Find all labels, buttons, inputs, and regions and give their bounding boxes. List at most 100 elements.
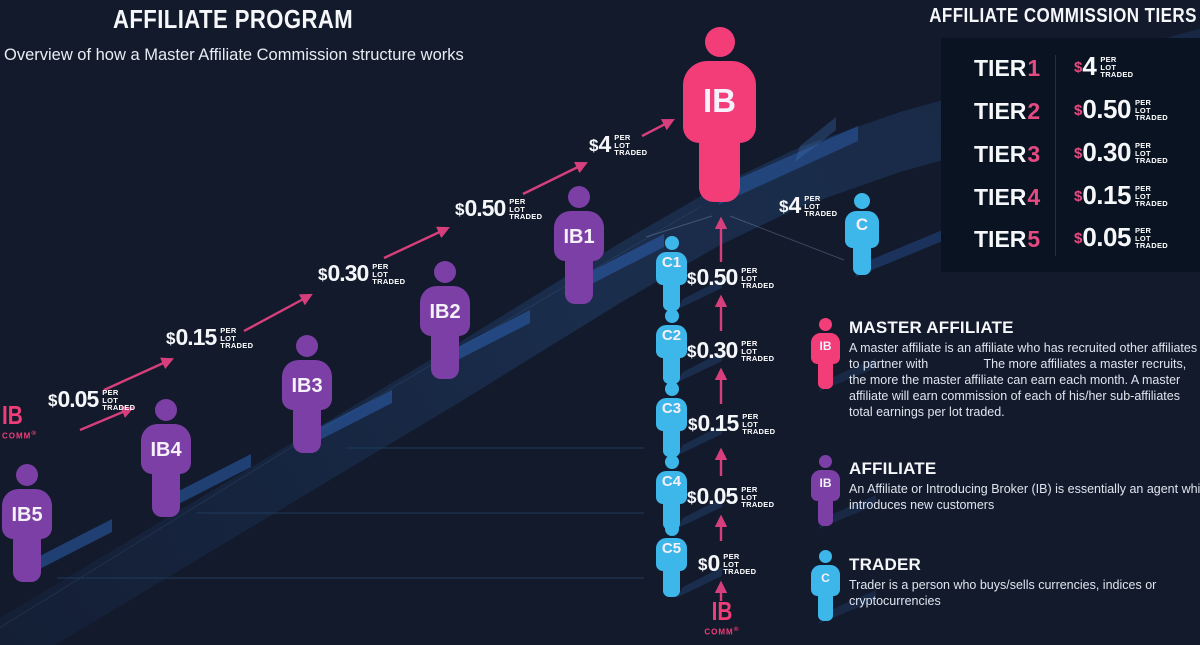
amount: 4: [1082, 51, 1097, 81]
tier-row-1: TIER1 $4 PER LOT TRADED: [941, 52, 1200, 88]
commission-flow-arrows: [79, 118, 728, 601]
per-lot-traded-label: PER LOT TRADED: [220, 326, 254, 351]
person-head-icon: [664, 455, 679, 469]
ib-comm-source-left: IB COMM®: [2, 402, 38, 441]
figure-label: IB3: [291, 375, 323, 397]
person-legs-icon: [662, 284, 681, 311]
tier-name: TIER1: [974, 55, 1041, 81]
legend-master-affiliate-text: A master affiliate is an affiliate who h…: [849, 341, 1198, 419]
person-head-icon: [704, 27, 735, 57]
figure-label: IB2: [429, 301, 461, 323]
person-head-icon: [568, 186, 590, 208]
legend-affiliate-text: An Affiliate or Introducing Broker (IB) …: [849, 482, 1200, 512]
amount: 0.15: [697, 410, 739, 436]
amount: 0: [707, 550, 720, 576]
person-head-icon: [296, 335, 318, 357]
figure-c4: C4: [656, 455, 687, 530]
per-lot-traded-label: PER LOT TRADED: [102, 388, 136, 413]
figure-ib5: IB5: [2, 464, 52, 582]
figure-trader-c: C: [845, 193, 879, 275]
per-lot-traded-label: PER LOT TRADED: [741, 339, 775, 364]
currency-sign: $: [779, 197, 789, 216]
per-lot-traded-label: PER LOT TRADED: [741, 266, 775, 291]
figure-master-ib: IB: [683, 27, 756, 202]
person-legs-icon: [699, 142, 740, 202]
tier-row-4: TIER4 $0.15 PER LOT TRADED: [941, 181, 1200, 217]
currency-sign: $: [455, 200, 465, 219]
figure-label: C1: [661, 254, 682, 271]
figure-ib3: IB3: [282, 335, 332, 453]
person-legs-icon: [431, 335, 459, 379]
amount: 4: [598, 131, 611, 157]
person-legs-icon: [13, 538, 41, 582]
tier-name: TIER5: [974, 226, 1041, 252]
tiers-panel-title: AFFILIATE COMMISSION TIERS: [929, 5, 1197, 27]
figure-label: IB5: [11, 504, 43, 526]
person-body-icon: C: [845, 211, 879, 248]
tier-name: TIER3: [974, 141, 1041, 167]
person-body-icon: C5: [656, 538, 687, 571]
currency-sign: $: [1074, 188, 1083, 205]
currency-sign: $: [166, 329, 176, 348]
tier-row-5: TIER5 $0.05 PER LOT TRADED: [941, 223, 1200, 259]
currency-sign: $: [698, 555, 708, 574]
currency-sign: $: [1074, 145, 1083, 162]
person-body-icon: IB: [683, 61, 756, 143]
person-head-icon: [854, 193, 870, 209]
per-lot-traded-label: PER LOT TRADED: [1134, 141, 1169, 166]
ladder-commission-3: $0.30 PER LOT TRADED: [318, 262, 405, 286]
figure-label: C3: [661, 400, 682, 417]
per-lot-traded-label: PER LOT TRADED: [1100, 55, 1134, 80]
tiers-panel: TIER1 $4 PER LOT TRADED TIER2 $0.50 PER LOT…: [941, 38, 1200, 272]
person-head-icon: [434, 261, 456, 283]
person-body-icon: C3: [656, 398, 687, 431]
per-lot-traded-label: PER LOT TRADED: [1134, 184, 1169, 209]
currency-sign: $: [687, 269, 697, 288]
figure-label: C5: [661, 540, 682, 557]
per-lot-traded-label: PER LOT TRADED: [372, 262, 406, 287]
ladder-commission-5: $4 PER LOT TRADED: [589, 133, 647, 157]
amount: 0.15: [175, 324, 217, 350]
person-body-icon: IB2: [420, 286, 470, 336]
ib-comm-sublabel: COMM®: [2, 430, 38, 441]
amount: 0.30: [696, 337, 738, 363]
figure-c5: C5: [656, 522, 687, 597]
legend-trader-title: TRADER: [849, 555, 922, 574]
figure-label: IB: [819, 339, 832, 353]
tier-value: $0.50 PER LOT TRADED: [1074, 95, 1168, 123]
legend-affiliate-icon: IB: [811, 455, 840, 526]
currency-sign: $: [688, 415, 698, 434]
amount: 0.50: [1082, 94, 1131, 124]
tier-value: $0.15 PER LOT TRADED: [1074, 181, 1168, 209]
person-head-icon: [819, 318, 832, 331]
person-legs-icon: [852, 247, 872, 275]
amount: 0.15: [1082, 180, 1131, 210]
per-lot-traded-label: PER LOT TRADED: [804, 194, 838, 219]
person-body-icon: IB: [811, 333, 840, 364]
legend-affiliate-title: AFFILIATE: [849, 459, 937, 478]
per-lot-traded-label: PER LOT TRADED: [741, 485, 775, 510]
person-body-icon: IB4: [141, 424, 191, 474]
person-legs-icon: [662, 430, 681, 457]
chain-commission-5: $0 PER LOT TRADED: [698, 552, 756, 576]
figure-ib4: IB4: [141, 399, 191, 517]
tier-row-3: TIER3 $0.30 PER LOT TRADED: [941, 138, 1200, 174]
currency-sign: $: [318, 265, 328, 284]
person-body-icon: IB: [811, 470, 840, 501]
tiers-divider: [1055, 55, 1056, 256]
amount: 0.05: [57, 386, 99, 412]
chain-commission-4: $0.05 PER LOT TRADED: [687, 485, 774, 509]
person-legs-icon: [662, 357, 681, 384]
person-legs-icon: [817, 363, 834, 389]
person-head-icon: [664, 236, 679, 250]
person-head-icon: [664, 522, 679, 536]
figure-c1: C1: [656, 236, 687, 311]
figure-label: IB4: [150, 439, 182, 461]
amount: 0.50: [696, 264, 738, 290]
figure-label: C2: [661, 327, 682, 344]
ladder-commission-4: $0.50 PER LOT TRADED: [455, 197, 542, 221]
person-body-icon: C: [811, 565, 840, 596]
per-lot-traded-label: PER LOT TRADED: [614, 133, 648, 158]
ladder-commission-1: $0.05 PER LOT TRADED: [48, 388, 135, 412]
